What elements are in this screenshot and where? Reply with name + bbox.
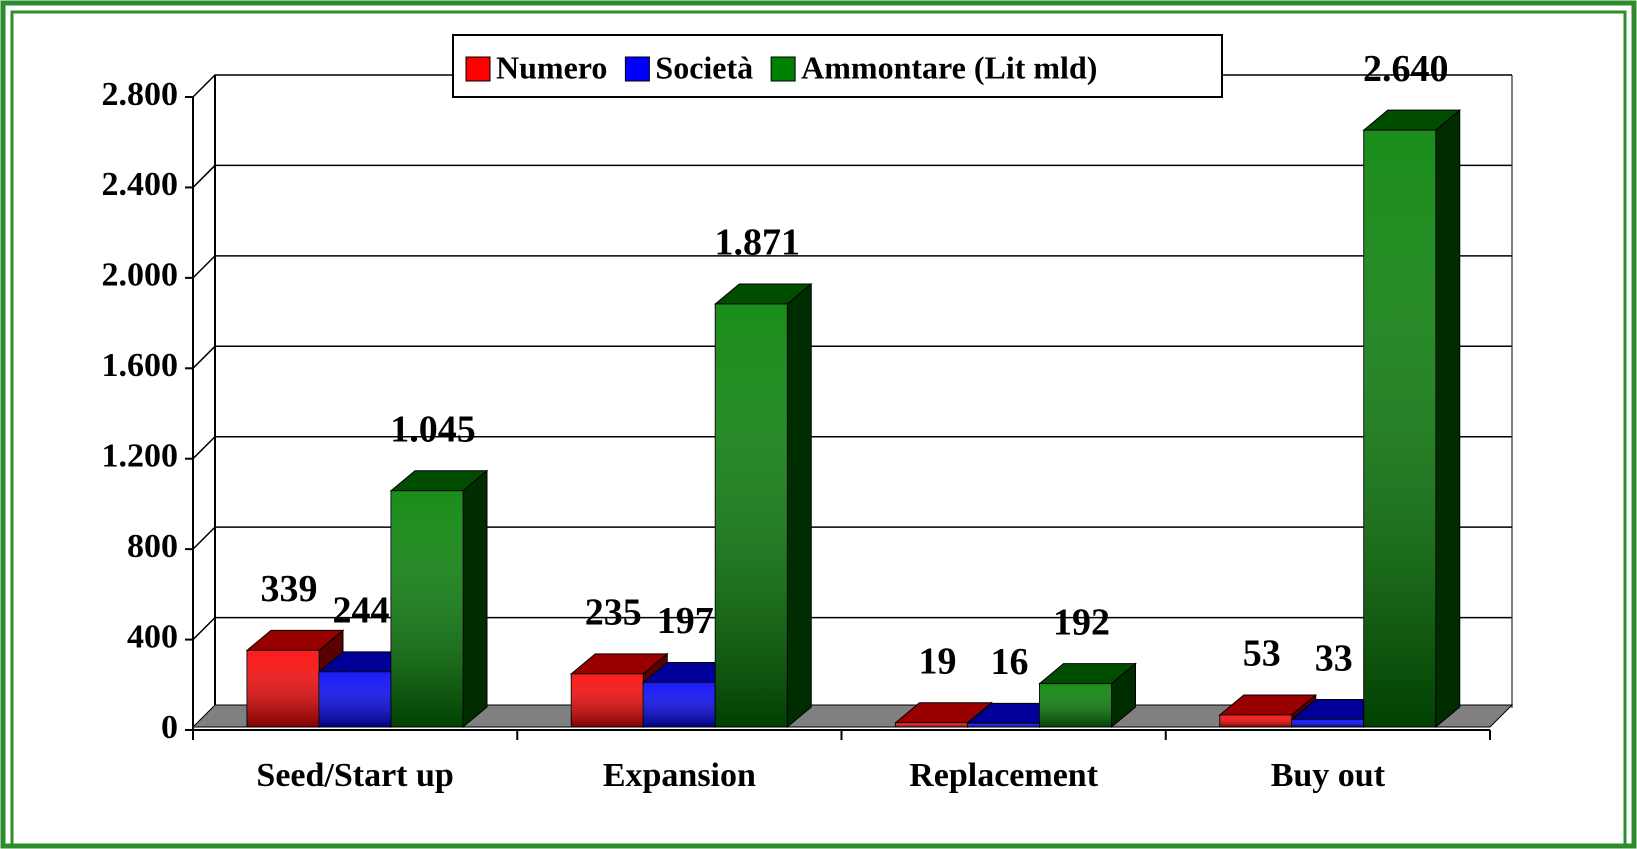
bar-shade [1039, 683, 1112, 727]
bar-shade [571, 673, 644, 727]
legend-label: Società [655, 49, 753, 85]
grid-line [192, 164, 1512, 188]
y-tick-label: 1.200 [102, 438, 179, 475]
y-tick-label: 0 [161, 709, 178, 746]
y-tick-label: 2.800 [102, 76, 179, 113]
bar-shade [895, 722, 968, 727]
bar-shade [715, 304, 788, 727]
bar [317, 650, 417, 729]
bar-shade [1363, 130, 1436, 727]
bar-shade [391, 490, 463, 727]
value-label: 16 [991, 641, 1029, 683]
value-label: 1.045 [390, 408, 476, 450]
y-tick-label: 400 [127, 618, 178, 655]
value-label: 19 [919, 640, 957, 682]
value-label: 53 [1243, 633, 1281, 675]
bar-shade [1219, 715, 1292, 727]
bar-side [786, 282, 812, 729]
x-tick-label: Buy out [1271, 757, 1386, 794]
bar-side [462, 469, 488, 729]
value-label: 339 [261, 568, 318, 610]
bar [569, 652, 669, 729]
legend [452, 34, 1223, 98]
legend-swatch [624, 56, 650, 82]
legend-label: Numero [496, 49, 607, 85]
grid-line [192, 616, 1512, 641]
value-label: 235 [585, 592, 642, 634]
grid-line [192, 345, 1512, 369]
y-tick-label: 2.000 [102, 257, 179, 294]
bar [1038, 662, 1137, 729]
legend-swatch [770, 56, 796, 82]
value-label: 33 [1315, 637, 1353, 679]
grid-line [192, 435, 1512, 460]
value-label: 192 [1053, 601, 1110, 643]
x-tick-label: Seed/Start up [256, 757, 453, 794]
bar-shade [1291, 719, 1364, 727]
x-tick-label: Expansion [603, 757, 756, 794]
bar [389, 469, 489, 729]
value-label: 197 [657, 600, 714, 642]
bar-shade [967, 723, 1040, 727]
bar [713, 282, 813, 729]
bar [245, 629, 345, 729]
frame-inner [10, 10, 1627, 848]
value-label: 2.640 [1363, 48, 1449, 90]
x-tick-label: Replacement [909, 757, 1099, 794]
bar-side [1435, 109, 1461, 729]
bar [1362, 109, 1462, 729]
bar-shade [319, 671, 391, 727]
bar-shade [643, 682, 716, 727]
legend-swatch [465, 56, 491, 82]
value-label: 244 [333, 590, 390, 632]
y-tick-label: 2.400 [102, 166, 179, 203]
grid-line [192, 255, 1512, 279]
y-tick-label: 1.600 [102, 347, 179, 384]
value-label: 1.871 [715, 222, 801, 264]
y-tick-label: 800 [127, 528, 178, 565]
legend-label: Ammontare (Lit mld) [801, 49, 1097, 85]
bar-shade [247, 650, 319, 727]
grid-line [192, 526, 1512, 550]
